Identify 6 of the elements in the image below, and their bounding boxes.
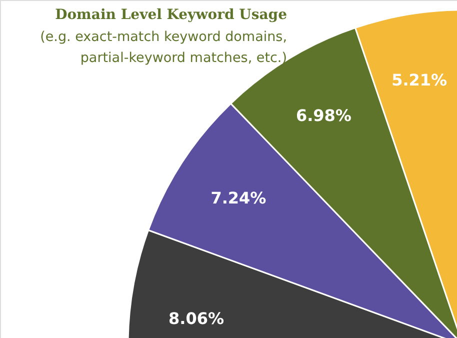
- data-label: 7.24%: [210, 188, 266, 208]
- text: (e.g. exact-match keyword domains, partial-keyword matches, etc.): [40, 29, 287, 66]
- data-label: 5.21%: [392, 70, 448, 90]
- data-label: 8.06%: [168, 309, 224, 328]
- data-label: 6.98%: [296, 106, 352, 126]
- chart-title: Domain Level Keyword Usage: [55, 7, 288, 23]
